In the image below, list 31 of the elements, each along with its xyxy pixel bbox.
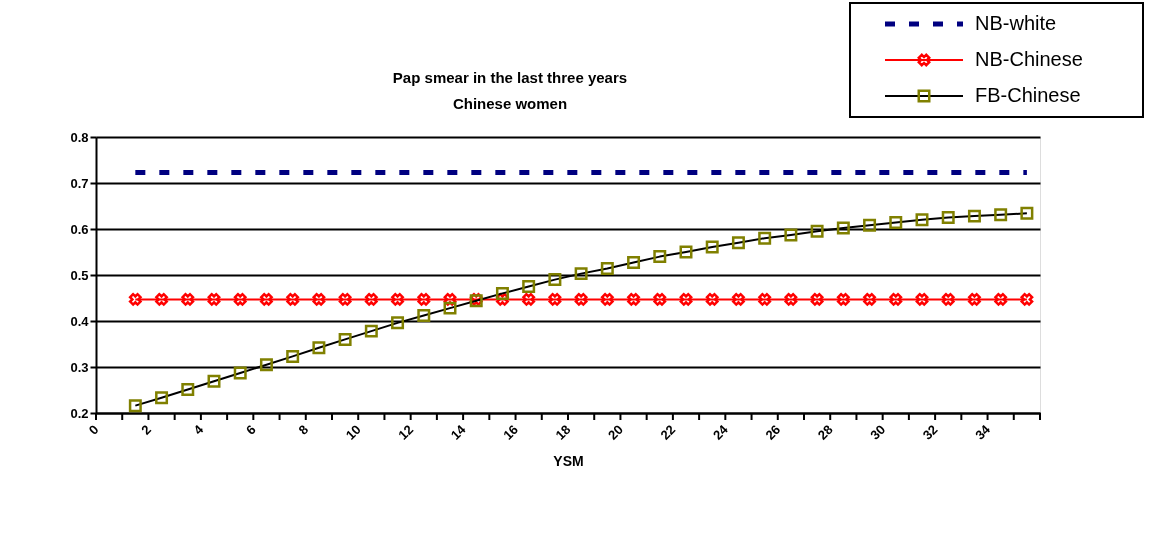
x-tick-label: 2: [138, 421, 154, 438]
x-tick-label: 28: [814, 421, 836, 443]
x-tick-label: 34: [972, 421, 994, 443]
y-tick-label: 0.2: [70, 405, 89, 421]
x-tick-label: 26: [762, 421, 784, 443]
x-tick-label: 32: [919, 421, 941, 443]
y-tick-label: 0.3: [70, 359, 89, 375]
x-tick-label: 4: [190, 421, 207, 438]
x-tick-label: 8: [295, 421, 312, 438]
x-tick-label: 20: [605, 421, 626, 443]
x-tick-label: 16: [500, 421, 522, 443]
x-tick-label: 18: [552, 421, 574, 443]
chart-title: Pap smear in the last three years: [392, 69, 628, 86]
x-tick-label: 10: [342, 421, 364, 443]
y-tick-label: 0.4: [70, 313, 90, 329]
x-axis-title: YSM: [553, 452, 584, 469]
x-tick-label: 24: [709, 421, 732, 443]
legend-label: NB-white: [975, 12, 1057, 34]
y-tick-label: 0.8: [70, 129, 89, 145]
x-tick-label: 0: [85, 421, 102, 438]
x-tick-label: 14: [447, 421, 470, 443]
x-tick-label: 30: [867, 421, 889, 443]
x-tick-label: 12: [395, 421, 417, 443]
y-tick-label: 0.6: [70, 221, 89, 237]
y-tick-label: 0.7: [70, 175, 89, 191]
chart-subtitle: Chinese women: [452, 95, 568, 112]
legend-label: FB-Chinese: [975, 84, 1081, 106]
x-tick-label: 22: [657, 421, 679, 443]
y-tick-label: 0.5: [70, 267, 89, 283]
x-tick-label: 6: [243, 421, 259, 438]
legend-label: NB-Chinese: [975, 48, 1083, 70]
